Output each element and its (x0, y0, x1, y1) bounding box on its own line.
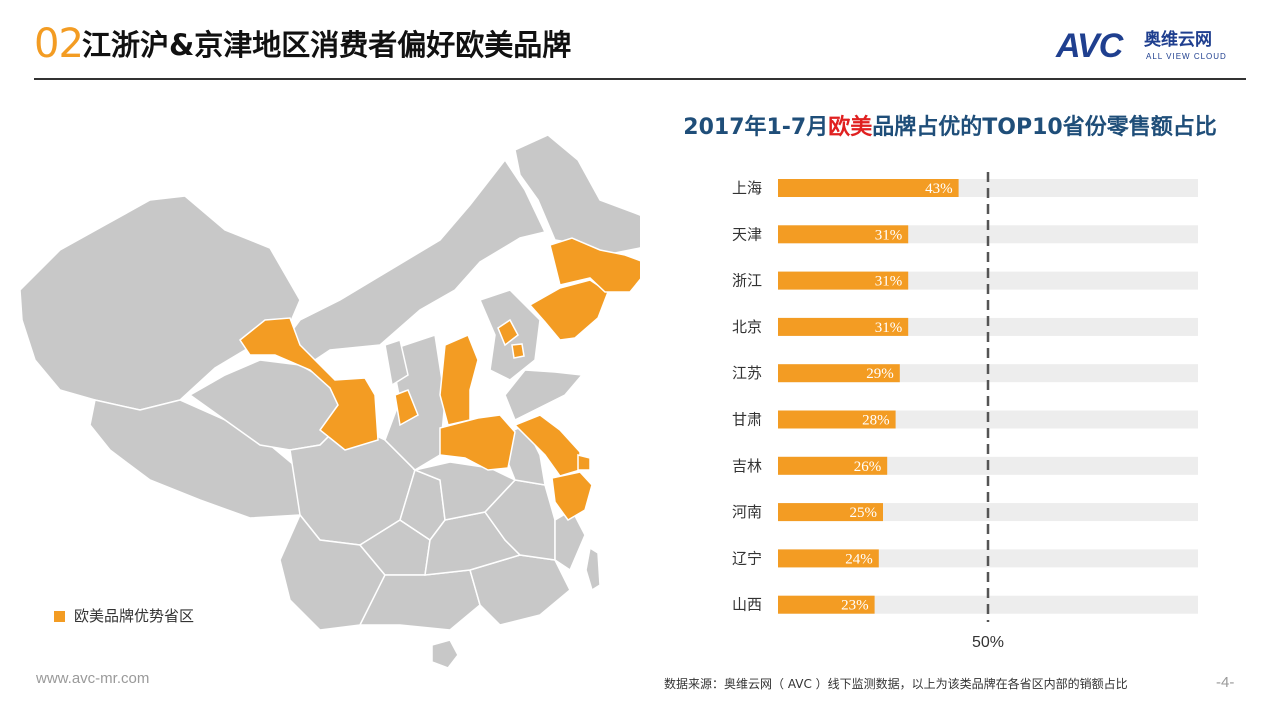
map-region-heilongjiang (514, 134, 640, 256)
page-number: -4- (1216, 674, 1235, 691)
category-label: 浙江 (732, 272, 762, 290)
map-highlight-regions (238, 237, 640, 521)
bar-value-label: 23% (841, 598, 869, 614)
bar-value-label: 31% (875, 227, 903, 243)
map-region-liaoning (528, 279, 609, 341)
map-region-shandong (504, 369, 584, 422)
bar-value-label: 43% (925, 181, 953, 197)
bar (778, 317, 909, 336)
category-label: 上海 (732, 179, 762, 197)
bar (778, 410, 896, 429)
slide-title: 江浙沪&京津地区消费者偏好欧美品牌 (82, 28, 572, 62)
map-region-gansu (238, 317, 379, 451)
map-region-jilin (549, 237, 640, 293)
bar (778, 456, 888, 475)
map-region-henan (439, 414, 516, 471)
data-source-note: 数据来源：奥维云网（ AVC ）线下监测数据，以上为该类品牌在各省区内部的销额占… (664, 677, 1128, 691)
map-region-shanghai (577, 454, 591, 471)
map-region-taiwan (585, 546, 601, 592)
map-region-tianjin (511, 343, 525, 359)
category-label: 辽宁 (732, 549, 762, 567)
category-label: 江苏 (732, 364, 762, 382)
bar-value-label: 29% (866, 366, 894, 382)
logo-mark: AVC (1056, 27, 1123, 65)
chart-title-suffix: 品牌占优的TOP10省份零售额占比 (872, 115, 1217, 140)
legend-label: 欧美品牌优势省区 (74, 607, 195, 625)
bar-value-label: 25% (850, 505, 878, 521)
bar-value-label: 31% (875, 274, 903, 290)
bar (778, 225, 909, 244)
map-region-beijing (497, 318, 519, 347)
header-divider (34, 78, 1246, 80)
bar (778, 503, 883, 522)
chart-title-prefix: 2017年1-7月 (683, 115, 829, 140)
footer-url[interactable]: www.avc-mr.com (36, 670, 150, 687)
category-label: 吉林 (732, 457, 762, 475)
category-label: 北京 (732, 318, 762, 336)
map-region-hainan (431, 639, 459, 669)
bar-value-label: 26% (854, 459, 882, 475)
legend-swatch (54, 611, 65, 622)
bar-chart: 上海 43% 天津 31% 浙江 31% 北京 31% 江苏 29% 甘肃 28% 吉林 26% 河南 25%… (732, 172, 1198, 651)
map-region-shanxi (439, 334, 479, 426)
map-base-regions (19, 134, 640, 669)
reference-line-label: 50% (972, 634, 1004, 651)
map-region-ningxia (384, 339, 409, 387)
chart-title: 2017年1-7月欧美品牌占优的TOP10省份零售额占比 (620, 114, 1280, 142)
bar (778, 595, 875, 614)
chart-title-highlight: 欧美 (828, 115, 873, 140)
map-region-zhejiang (551, 471, 593, 521)
category-label: 河南 (732, 503, 762, 521)
map-region-shaanxi-inset (394, 389, 419, 427)
bar (778, 364, 900, 383)
bar-value-label: 31% (875, 320, 903, 336)
china-province-map (19, 134, 640, 669)
slide-number: 02 (34, 21, 84, 67)
bar-value-label: 28% (862, 413, 890, 429)
slide-header: 02 江浙沪&京津地区消费者偏好欧美品牌 AVC 奥维云网 ALL VIEW C… (0, 0, 1280, 80)
bar (778, 271, 909, 290)
bar (778, 179, 959, 197)
logo-brand-en: ALL VIEW CLOUD (1146, 52, 1227, 61)
category-label: 山西 (732, 596, 762, 614)
map-region-hubei (412, 461, 517, 521)
bar (778, 549, 879, 568)
avc-logo: AVC 奥维云网 ALL VIEW CLOUD (1056, 26, 1256, 68)
bar-value-label: 24% (845, 551, 873, 567)
map-region-inner-mongolia (284, 158, 547, 372)
category-label: 甘肃 (732, 411, 762, 429)
logo-brand-cn: 奥维云网 (1144, 30, 1212, 50)
category-label: 天津 (732, 225, 762, 243)
